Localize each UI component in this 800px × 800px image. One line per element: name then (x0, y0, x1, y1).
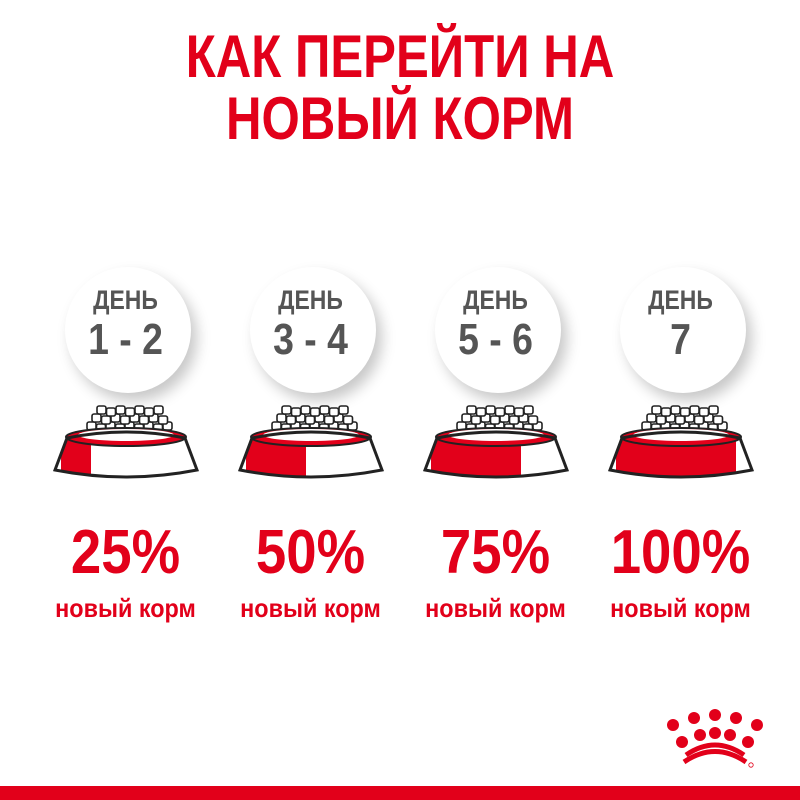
transition-step: ДЕНЬ 3 - 4 50% новый корм (218, 255, 403, 635)
day-circle (435, 267, 561, 393)
day-range: 3 - 4 (273, 315, 348, 364)
new-food-percent: 50% (255, 518, 366, 587)
new-food-percent: 75% (440, 518, 551, 587)
day-range: 7 (670, 315, 691, 364)
transition-step: ДЕНЬ 7 100% новый корм (588, 255, 773, 635)
day-label: ДЕНЬ (278, 285, 343, 315)
footer-brand-bar (0, 786, 800, 800)
day-label: ДЕНЬ (648, 285, 713, 315)
day-label: ДЕНЬ (93, 285, 158, 315)
food-bowl-icon (237, 405, 385, 479)
title-line-1: КАК ПЕРЕЙТИ НА (185, 23, 615, 90)
day-label: ДЕНЬ (463, 285, 528, 315)
page-title: КАК ПЕРЕЙТИ НА НОВЫЙ КОРМ (0, 26, 800, 150)
food-bowl-icon (607, 405, 755, 479)
new-food-caption: новый корм (240, 593, 381, 623)
new-food-caption: новый корм (55, 593, 196, 623)
new-food-percent: 25% (70, 518, 181, 587)
day-circle (65, 267, 191, 393)
new-food-caption: новый корм (425, 593, 566, 623)
new-food-percent: 100% (610, 518, 751, 587)
food-bowl-icon (52, 405, 200, 479)
title-line-2: НОВЫЙ КОРМ (226, 85, 574, 152)
royal-canin-crown-logo (667, 709, 763, 768)
transition-step: ДЕНЬ 1 - 2 25% новый корм (33, 255, 218, 635)
transition-step: ДЕНЬ 5 - 6 75% новый корм (403, 255, 588, 635)
day-circle (250, 267, 376, 393)
day-range: 1 - 2 (88, 315, 163, 364)
day-range: 5 - 6 (458, 315, 533, 364)
new-food-caption: новый корм (610, 593, 751, 623)
food-bowl-icon (422, 405, 570, 479)
day-circle (620, 267, 746, 393)
